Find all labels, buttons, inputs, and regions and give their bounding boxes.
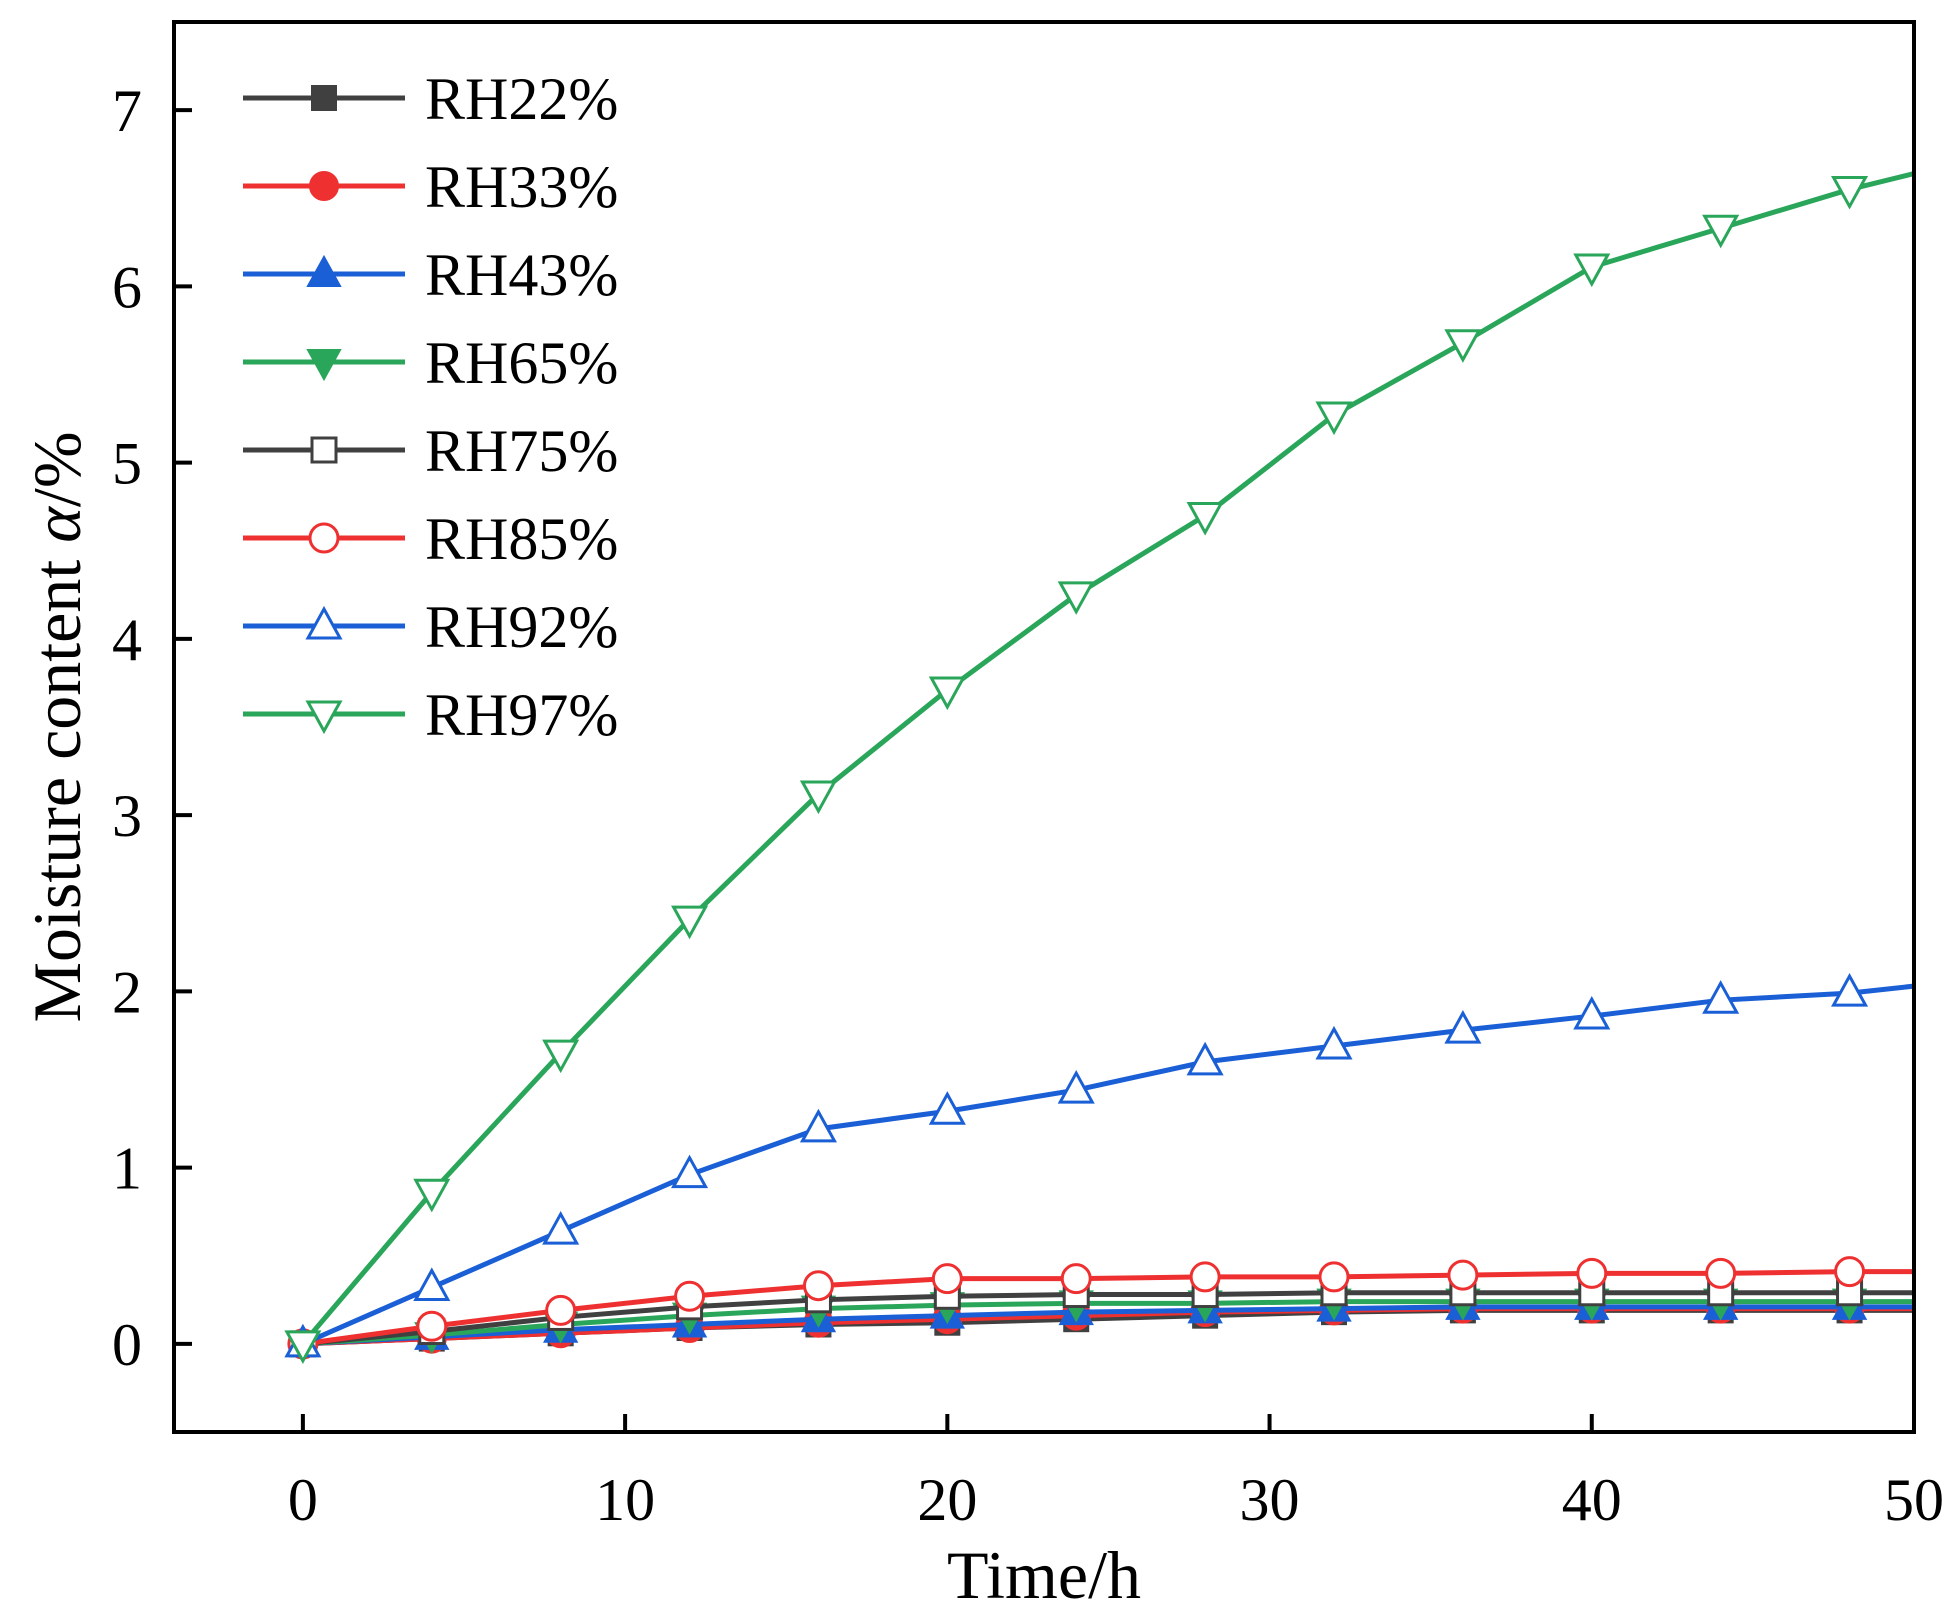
series-rh97 xyxy=(284,171,1914,1364)
legend-marker xyxy=(305,605,343,640)
legend-marker xyxy=(309,171,339,201)
series-line xyxy=(300,171,1914,1346)
y-tick-label: 6 xyxy=(112,254,142,320)
x-tick-label: 20 xyxy=(917,1467,977,1533)
legend-marker xyxy=(306,254,342,287)
data-point xyxy=(1576,1257,1608,1289)
series-line xyxy=(302,1269,1914,1347)
legend-item: RH85% xyxy=(243,506,618,572)
series-line xyxy=(302,1299,1914,1347)
data-point xyxy=(1447,1259,1479,1291)
data-point xyxy=(674,1280,706,1312)
y-tick-label: 7 xyxy=(112,78,142,144)
y-tick-label: 5 xyxy=(112,431,142,497)
data-point xyxy=(1186,502,1224,536)
data-point xyxy=(671,1154,709,1189)
y-tick-label: 1 xyxy=(112,1136,142,1202)
series-line xyxy=(302,1290,1914,1347)
data-point xyxy=(416,1310,448,1342)
y-axis-title-prefix: Moisture content xyxy=(19,543,95,1023)
x-tick-label: 50 xyxy=(1884,1467,1944,1533)
data-point xyxy=(1702,980,1740,1014)
series-line xyxy=(302,1304,1914,1347)
data-point xyxy=(931,1263,963,1295)
data-point xyxy=(1189,1261,1221,1293)
legend-label: RH65% xyxy=(425,330,618,396)
data-point xyxy=(1315,1025,1353,1060)
data-point xyxy=(1057,581,1095,615)
legend-item: RH43% xyxy=(243,242,618,308)
data-point xyxy=(1444,1010,1482,1044)
data-point xyxy=(1315,401,1353,436)
y-axis-title: Moisture content α/% xyxy=(19,432,95,1023)
y-tick-label: 2 xyxy=(112,959,142,1025)
y-axis-title-symbol: α xyxy=(19,506,95,543)
data-point xyxy=(799,1108,837,1143)
data-point xyxy=(1444,329,1482,363)
y-tick-label: 4 xyxy=(112,607,142,673)
y-axis-title-suffix: /% xyxy=(19,432,95,508)
legend-item: RH22% xyxy=(243,66,618,132)
data-point xyxy=(799,780,837,815)
legend-marker xyxy=(310,436,338,464)
legend-marker xyxy=(311,85,337,111)
data-point xyxy=(1831,175,1869,210)
legend: RH22% RH33% RH43% RH65% RH75% RH85% RH92% RH97% xyxy=(243,66,618,748)
legend-item: RH65% xyxy=(243,330,618,396)
x-tick-label: 0 xyxy=(288,1467,318,1533)
data-point xyxy=(1186,1041,1224,1076)
x-tick-label: 30 xyxy=(1240,1467,1300,1533)
data-point xyxy=(542,1210,580,1245)
data-point xyxy=(1060,1263,1092,1295)
y-tick-label: 0 xyxy=(112,1312,142,1378)
data-point xyxy=(1057,1069,1095,1104)
data-point xyxy=(1834,1256,1866,1288)
data-point xyxy=(928,1091,966,1125)
plot-frame xyxy=(172,20,1916,1434)
x-tick-label: 10 xyxy=(595,1467,655,1533)
data-point xyxy=(413,1267,451,1301)
legend-marker xyxy=(308,522,340,554)
legend-marker xyxy=(306,349,342,382)
legend-label: RH43% xyxy=(425,242,618,308)
legend-label: RH33% xyxy=(425,154,618,220)
series-line xyxy=(301,983,1914,1347)
data-point xyxy=(542,1039,580,1074)
data-point xyxy=(545,1294,577,1326)
data-point xyxy=(671,905,709,940)
data-point xyxy=(1831,973,1869,1007)
legend-item: RH92% xyxy=(243,594,618,660)
data-point xyxy=(1705,1257,1737,1289)
legend-label: RH92% xyxy=(425,594,618,660)
data-point xyxy=(1318,1261,1350,1293)
legend-label: RH97% xyxy=(425,682,618,748)
data-point xyxy=(413,1178,451,1213)
data-point xyxy=(1573,253,1611,288)
data-point xyxy=(928,676,966,711)
x-axis-title: Time/h xyxy=(947,1537,1141,1613)
legend-label: RH85% xyxy=(425,506,618,572)
legend-item: RH97% xyxy=(243,682,618,748)
legend-marker xyxy=(305,700,343,735)
data-point xyxy=(1573,995,1611,1030)
legend-label: RH22% xyxy=(425,66,618,132)
data-point xyxy=(1702,214,1740,249)
data-point xyxy=(802,1270,834,1302)
legend-item: RH33% xyxy=(243,154,618,220)
y-tick-label: 3 xyxy=(112,783,142,849)
legend-item: RH75% xyxy=(243,418,618,484)
x-tick-label: 40 xyxy=(1562,1467,1622,1533)
legend-label: RH75% xyxy=(425,418,618,484)
data-point xyxy=(284,1330,322,1364)
